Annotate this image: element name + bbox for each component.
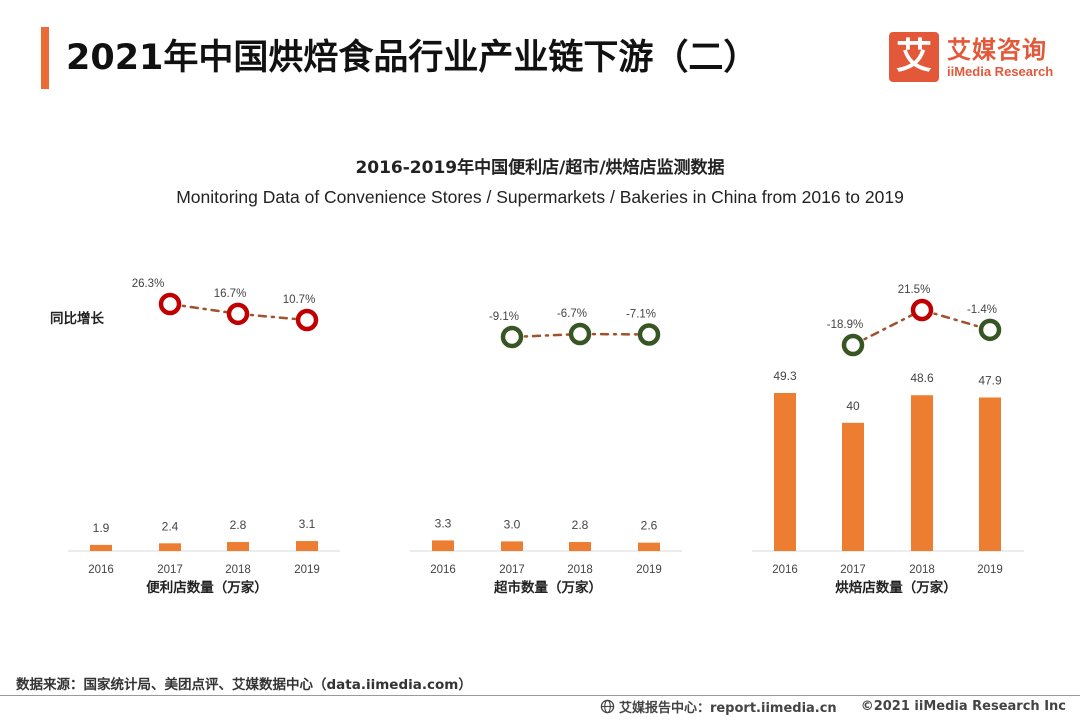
growth-marker (568, 322, 592, 346)
bar-value-label: 2.6 (641, 519, 658, 533)
x-tick-label: 2016 (772, 564, 798, 576)
bar (911, 395, 933, 551)
growth-connector (510, 332, 582, 339)
bar-value-label: 48.6 (910, 371, 934, 385)
group-label-0: 便利店数量（万家） (146, 579, 268, 596)
page-title: 2021年中国烘焙食品行业产业链下游（二） (66, 38, 759, 78)
bar-value-label: 3.3 (435, 516, 452, 530)
title-accent-bar (41, 27, 49, 89)
bar (227, 542, 249, 551)
growth-marker (910, 298, 934, 322)
iimedia-logo: 艾 艾媒咨询 iiMedia Research (889, 32, 1064, 86)
growth-value-label: 21.5% (898, 284, 931, 296)
bar (569, 542, 591, 551)
logo-english-text: iiMedia Research (947, 64, 1054, 79)
bar (501, 541, 523, 551)
bar-value-label: 47.9 (978, 373, 1002, 387)
x-tick-label: 2017 (499, 564, 525, 576)
report-center-link[interactable]: 艾媒报告中心：report.iimedia.cn (618, 701, 837, 716)
growth-marker (226, 302, 250, 326)
x-tick-label: 2019 (977, 564, 1003, 576)
growth-connector (920, 308, 992, 332)
bar (842, 422, 864, 551)
growth-value-label: -9.1% (489, 311, 519, 323)
x-tick-label: 2019 (294, 564, 320, 576)
x-tick-label: 2019 (636, 564, 662, 576)
bar (774, 393, 796, 551)
growth-value-label: 16.7% (214, 288, 247, 300)
growth-connector (851, 308, 924, 347)
logo-mark: 艾 (889, 32, 939, 82)
footer-credits: 艾媒报告中心：report.iimedia.cn ©2021 iiMedia R… (600, 697, 1066, 716)
bar (638, 542, 660, 551)
growth-marker (637, 323, 661, 346)
x-tick-label: 2016 (430, 564, 456, 576)
x-tick-label: 2017 (840, 564, 866, 576)
growth-marker (158, 292, 182, 316)
bar (979, 397, 1001, 551)
growth-marker (841, 333, 865, 357)
x-tick-label: 2018 (909, 564, 935, 576)
bar (432, 540, 454, 551)
bar-value-label: 2.8 (230, 518, 247, 532)
growth-value-label: -1.4% (967, 304, 997, 316)
growth-value-label: 10.7% (283, 294, 316, 306)
growth-value-label: -7.1% (626, 309, 656, 321)
x-tick-label: 2017 (157, 564, 183, 576)
growth-value-label: -6.7% (557, 308, 587, 320)
growth-connector (236, 312, 309, 322)
bar (90, 544, 112, 551)
globe-icon (600, 699, 615, 714)
x-tick-label: 2018 (225, 564, 251, 576)
chart-title: 2016-2019年中国便利店/超市/烘焙店监测数据 (355, 158, 725, 178)
footer-divider (0, 695, 1080, 696)
bar-value-label: 3.1 (299, 517, 316, 531)
bar-value-label: 2.8 (572, 518, 589, 532)
bar-value-label: 2.4 (162, 519, 179, 533)
bar-value-label: 40 (846, 399, 860, 413)
growth-value-label: -18.9% (827, 319, 863, 331)
group-label-1: 超市数量（万家） (493, 579, 602, 596)
bar-value-label: 49.3 (773, 369, 797, 383)
bar-value-label: 3.0 (504, 517, 521, 531)
group-label-2: 烘焙店数量（万家） (835, 579, 957, 596)
growth-marker (500, 325, 524, 349)
bar-value-label: 1.9 (93, 521, 110, 535)
logo-chinese-text: 艾媒咨询 (947, 36, 1047, 64)
growth-marker (295, 308, 319, 332)
growth-connector (168, 302, 240, 316)
copyright: ©2021 iiMedia Research Inc (860, 699, 1066, 714)
growth-value-label: 26.3% (132, 278, 165, 290)
chart-subtitle: Monitoring Data of Convenience Stores / … (176, 187, 904, 207)
growth-marker (978, 318, 1002, 342)
bar (159, 543, 181, 551)
x-tick-label: 2016 (88, 564, 114, 576)
growth-connector (578, 332, 651, 336)
x-tick-label: 2018 (567, 564, 593, 576)
growth-row-label: 同比增长 (50, 310, 104, 327)
bar (296, 541, 318, 551)
data-source: 数据来源：国家统计局、美团点评、艾媒数据中心（data.iimedia.com） (16, 677, 472, 693)
